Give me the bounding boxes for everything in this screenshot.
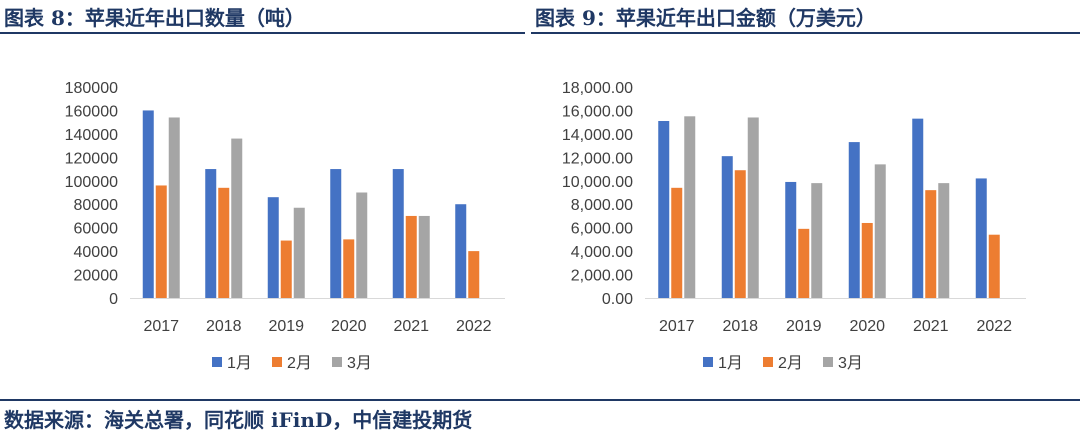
y-tick-label: 60000 [74,221,119,238]
y-tick-label: 2,000.00 [571,268,633,285]
y-tick-label: 0.00 [602,291,633,308]
legend-swatch-2月 [763,357,773,367]
bar-2月-2022 [468,251,480,298]
chart-title: 图表 8：苹果近年出口数量（吨） [4,6,305,30]
y-tick-label: 20000 [74,268,119,285]
quantity-bar-chart: 0 20000 40000 60000 80000 100000 120000 140000 1… [65,80,505,372]
y-tick-label: 16,000.00 [562,103,633,120]
x-tick-label: 2018 [206,318,242,335]
x-tick-label: 2022 [456,318,492,335]
y-tick-label: 10,000.00 [562,174,633,191]
bar-1月-2021 [912,118,924,299]
legend-swatch-1月 [703,357,713,367]
legend-label: 3月 [347,355,372,372]
x-tick-label: 2019 [786,318,822,335]
bar-3月-2017 [168,117,180,298]
bar-1月-2018 [205,169,217,298]
bar-2月-2019 [798,228,810,298]
bar-1月-2017 [142,110,154,298]
bar-3月-2020 [356,192,368,298]
bar-2月-2020 [343,239,355,298]
y-tick-label: 180000 [65,80,118,97]
legend-label: 2月 [287,355,312,372]
y-tick-label: 140000 [65,127,118,144]
data-source-note: 数据来源：海关总署，同花顺 iFinD，中信建投期货 [4,408,473,432]
legend-swatch-2月 [272,357,282,367]
y-tick-label: 4,000.00 [571,244,633,261]
chart-title: 图表 9：苹果近年出口金额（万美元） [535,6,876,30]
x-tick-label: 2020 [849,318,885,335]
y-tick-label: 80000 [74,197,119,214]
y-tick-label: 18,000.00 [562,80,633,97]
bar-3月-2021 [938,183,950,298]
value-bar-chart: 0.00 2,000.00 4,000.00 6,000.00 8,000.00 10,0… [562,80,1026,372]
bar-2月-2017 [155,185,167,298]
x-tick-label: 2018 [722,318,758,335]
x-tick-label: 2022 [976,318,1012,335]
title-underline [531,32,1080,34]
footer-rule [0,399,1080,401]
bar-2月-2021 [405,215,417,298]
bar-2月-2020 [861,222,873,298]
y-tick-label: 160000 [65,103,118,120]
bar-1月-2019 [785,181,797,298]
y-tick-label: 40000 [74,244,119,261]
legend-swatch-3月 [823,357,833,367]
bar-3月-2018 [231,138,243,298]
bar-1月-2020 [848,142,860,298]
bar-1月-2017 [658,120,670,298]
bar-1月-2020 [330,169,342,298]
x-tick-label: 2021 [913,318,949,335]
x-tick-label: 2017 [659,318,695,335]
x-tick-label: 2020 [331,318,367,335]
bar-3月-2018 [747,117,759,298]
legend-swatch-1月 [212,357,222,367]
y-tick-label: 6,000.00 [571,221,633,238]
bar-3月-2020 [874,164,886,298]
bar-1月-2022 [455,204,467,298]
bar-2月-2019 [280,240,292,298]
chart-panel-value: 图表 9：苹果近年出口金额（万美元） 0.00 2,000.00 4,000.00 6… [531,0,1080,405]
y-tick-label: 100000 [65,174,118,191]
y-tick-label: 120000 [65,150,118,167]
x-tick-label: 2019 [268,318,304,335]
bar-1月-2021 [392,169,404,298]
bar-1月-2022 [975,178,987,298]
bar-3月-2021 [418,215,430,298]
legend-swatch-3月 [332,357,342,367]
y-tick-label: 0 [109,291,118,308]
bar-3月-2019 [293,207,305,298]
bar-1月-2018 [721,156,733,298]
title-underline [0,32,525,34]
y-tick-label: 12,000.00 [562,150,633,167]
bar-2月-2017 [671,187,683,298]
chart-panel-quantity: 图表 8：苹果近年出口数量（吨） 0 20000 40000 60000 80000 10… [0,0,525,405]
bar-1月-2019 [267,197,279,298]
bar-2月-2018 [218,187,230,298]
bar-3月-2017 [684,116,696,298]
legend-label: 2月 [778,355,803,372]
legend-label: 3月 [838,355,863,372]
bar-2月-2021 [925,190,937,298]
bar-2月-2022 [988,234,1000,298]
legend-label: 1月 [718,355,743,372]
x-tick-label: 2017 [143,318,179,335]
y-tick-label: 8,000.00 [571,197,633,214]
bar-3月-2019 [811,183,823,298]
x-tick-label: 2021 [393,318,429,335]
legend-label: 1月 [227,355,252,372]
bar-2月-2018 [734,170,746,298]
y-tick-label: 14,000.00 [562,127,633,144]
